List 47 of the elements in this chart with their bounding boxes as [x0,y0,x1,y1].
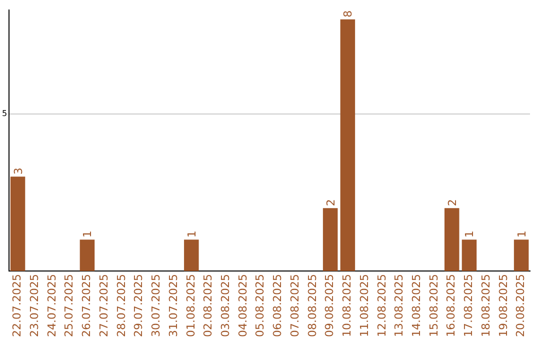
x-tick-label: 30.07.2025 [150,274,163,338]
bar [322,208,338,272]
bar [184,240,199,272]
data-label: 1 [463,230,476,238]
bar [444,208,460,272]
data-label: 8 [342,10,355,18]
x-tick-label: 06.08.2025 [271,274,284,338]
x-tick-label: 19.08.2025 [496,274,510,338]
x-tick-label: 18.08.2025 [479,274,492,338]
x-tick-label: 09.08.2025 [323,274,336,338]
x-tick-label: 02.08.2025 [202,274,215,338]
x-tick-label: 20.08.2025 [514,274,528,338]
bar [462,240,477,272]
y-tick-label: 5 [2,108,8,118]
x-tick-label: 08.08.2025 [306,274,319,338]
x-tick-label: 10.08.2025 [340,274,354,338]
x-tick-label: 13.08.2025 [392,274,406,338]
x-tick-label: 26.07.2025 [80,274,94,338]
x-tick-label: 12.08.2025 [375,274,388,338]
x-tick-label: 03.08.2025 [218,274,232,338]
x-tick-label: 28.07.2025 [114,274,128,338]
x-tick-label: 17.08.2025 [462,274,476,338]
x-tick-label: 14.08.2025 [410,274,423,338]
data-label: 1 [515,230,528,238]
bar [10,176,26,272]
x-tick-label: 23.07.2025 [28,274,41,338]
data-label: 1 [81,230,94,238]
bar [340,19,356,272]
x-tick-label: 22.07.2025 [10,274,24,338]
x-tick-label: 24.07.2025 [45,274,58,338]
x-tick-label: 05.08.2025 [254,274,267,338]
x-tick-label: 01.08.2025 [184,274,198,338]
data-label: 1 [185,230,198,238]
x-tick-label: 27.07.2025 [97,274,110,338]
bar [514,240,529,272]
x-tick-label: 04.08.2025 [236,274,250,338]
x-tick-label: 29.07.2025 [132,274,146,338]
x-tick-label: 31.07.2025 [166,274,180,338]
data-label: 2 [446,199,459,206]
x-tick-label: 25.07.2025 [62,274,76,338]
x-tick-label: 15.08.2025 [427,274,440,338]
x-tick-label: 07.08.2025 [288,274,302,338]
x-tick-label: 16.08.2025 [444,274,458,338]
data-label: 2 [324,199,338,206]
bar [80,240,95,272]
data-label: 3 [12,168,25,175]
x-tick-label: 11.08.2025 [358,274,371,338]
